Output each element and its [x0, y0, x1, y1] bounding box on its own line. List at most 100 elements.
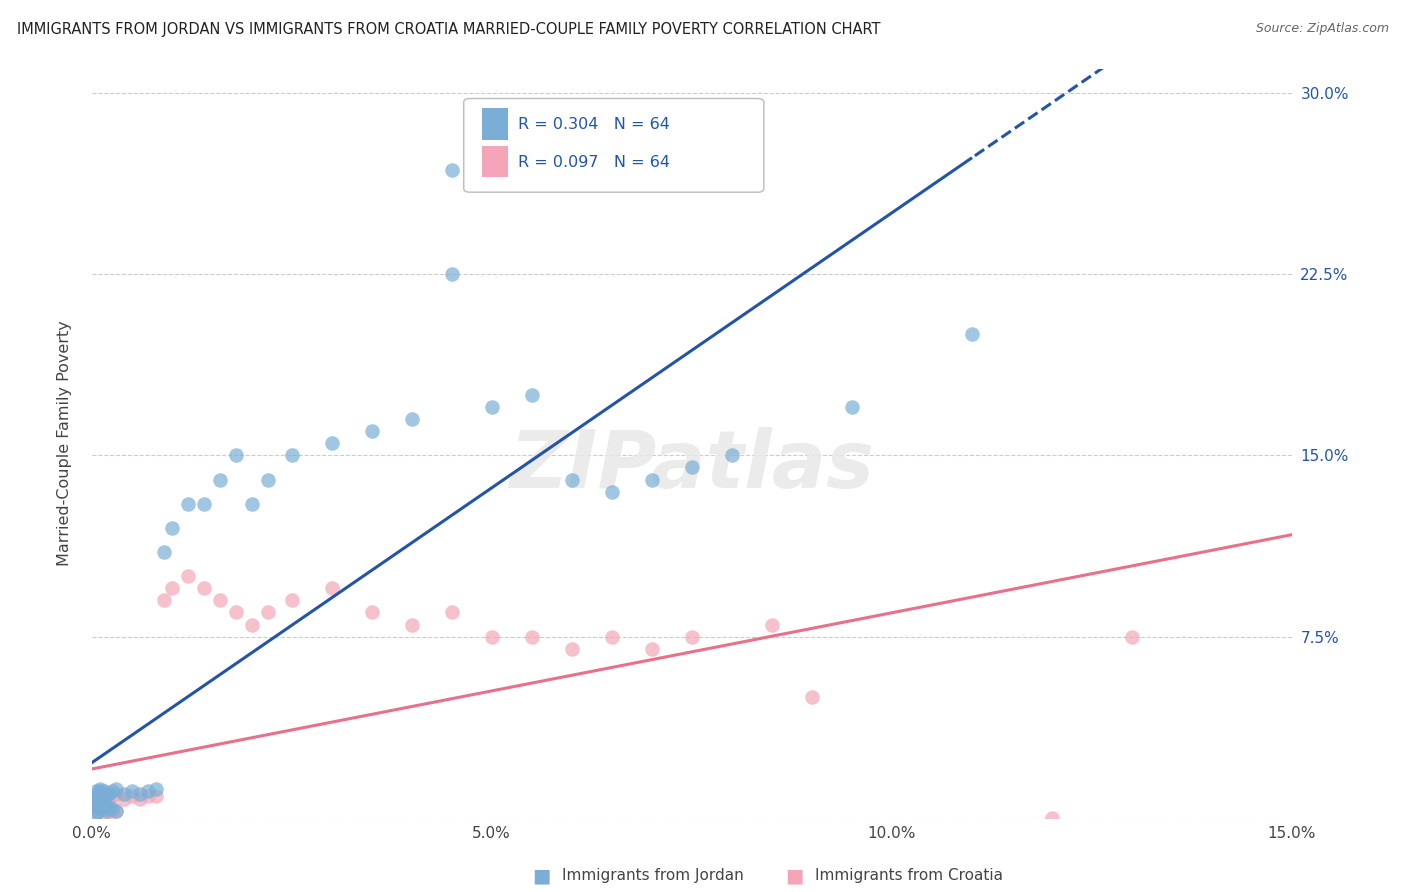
Point — [128, 791, 150, 805]
Text: Immigrants from Jordan: Immigrants from Jordan — [562, 869, 744, 883]
Point — [440, 267, 463, 281]
Point — [94, 804, 117, 818]
Point — [100, 784, 122, 798]
Point — [600, 630, 623, 644]
Point — [84, 797, 107, 811]
Point — [89, 798, 111, 813]
Point — [89, 791, 111, 805]
Point — [800, 690, 823, 705]
Point — [90, 797, 112, 811]
Point — [520, 630, 543, 644]
Point — [280, 448, 302, 462]
Point — [1040, 811, 1063, 825]
Point — [84, 801, 107, 815]
Point — [960, 327, 983, 342]
Point — [89, 787, 111, 801]
Point — [84, 794, 107, 808]
Point — [89, 782, 111, 797]
Point — [481, 630, 503, 644]
Point — [440, 163, 463, 178]
Point — [401, 617, 423, 632]
Text: Source: ZipAtlas.com: Source: ZipAtlas.com — [1256, 22, 1389, 36]
Point — [360, 606, 382, 620]
Text: ■: ■ — [785, 866, 804, 886]
Point — [84, 791, 107, 805]
Point — [93, 798, 115, 813]
FancyBboxPatch shape — [464, 98, 763, 192]
Point — [100, 801, 122, 815]
Point — [136, 784, 159, 798]
Point — [87, 787, 110, 801]
Text: ZIPatlas: ZIPatlas — [509, 426, 875, 505]
Point — [720, 448, 742, 462]
Point — [145, 782, 167, 797]
Point — [1121, 630, 1143, 644]
Y-axis label: Married-Couple Family Poverty: Married-Couple Family Poverty — [58, 320, 72, 566]
Point — [87, 797, 110, 811]
Point — [100, 789, 122, 804]
Point — [84, 787, 107, 801]
Point — [90, 797, 112, 811]
Point — [240, 617, 263, 632]
Point — [97, 791, 120, 805]
Point — [90, 794, 112, 808]
Point — [89, 789, 111, 804]
Point — [93, 801, 115, 815]
Point — [121, 789, 143, 804]
Text: IMMIGRANTS FROM JORDAN VS IMMIGRANTS FROM CROATIA MARRIED-COUPLE FAMILY POVERTY : IMMIGRANTS FROM JORDAN VS IMMIGRANTS FRO… — [17, 22, 880, 37]
Point — [104, 804, 127, 818]
Point — [240, 497, 263, 511]
Point — [90, 801, 112, 815]
Point — [89, 794, 111, 808]
Point — [100, 804, 122, 818]
Point — [160, 521, 183, 535]
Point — [104, 787, 127, 801]
Point — [84, 791, 107, 805]
Point — [89, 797, 111, 811]
Point — [84, 797, 107, 811]
Text: R = 0.304   N = 64: R = 0.304 N = 64 — [517, 117, 669, 132]
Point — [86, 806, 108, 821]
Text: R = 0.097   N = 64: R = 0.097 N = 64 — [517, 154, 669, 169]
FancyBboxPatch shape — [482, 108, 508, 140]
Point — [561, 641, 583, 656]
Point — [89, 801, 111, 815]
Text: Immigrants from Croatia: Immigrants from Croatia — [815, 869, 1004, 883]
Point — [561, 473, 583, 487]
Point — [94, 804, 117, 818]
Point — [87, 791, 110, 805]
Point — [90, 801, 112, 815]
Point — [84, 789, 107, 804]
Point — [681, 630, 703, 644]
Point — [84, 798, 107, 813]
Point — [841, 400, 863, 414]
Point — [401, 412, 423, 426]
Point — [89, 801, 111, 815]
Point — [89, 798, 111, 813]
Point — [104, 782, 127, 797]
Point — [90, 798, 112, 813]
Point — [97, 791, 120, 805]
Point — [321, 582, 343, 596]
Point — [93, 798, 115, 813]
Point — [641, 641, 664, 656]
Point — [93, 784, 115, 798]
Point — [321, 436, 343, 450]
Point — [112, 791, 135, 805]
Point — [90, 791, 112, 805]
Point — [93, 797, 115, 811]
Point — [208, 473, 231, 487]
Point — [93, 791, 115, 805]
Point — [84, 798, 107, 813]
Point — [256, 473, 278, 487]
Point — [104, 804, 127, 818]
Point — [90, 794, 112, 808]
Point — [256, 606, 278, 620]
Point — [87, 804, 110, 818]
Point — [97, 787, 120, 801]
Point — [87, 794, 110, 808]
Point — [145, 789, 167, 804]
Point — [97, 801, 120, 815]
Point — [160, 582, 183, 596]
Point — [761, 617, 783, 632]
